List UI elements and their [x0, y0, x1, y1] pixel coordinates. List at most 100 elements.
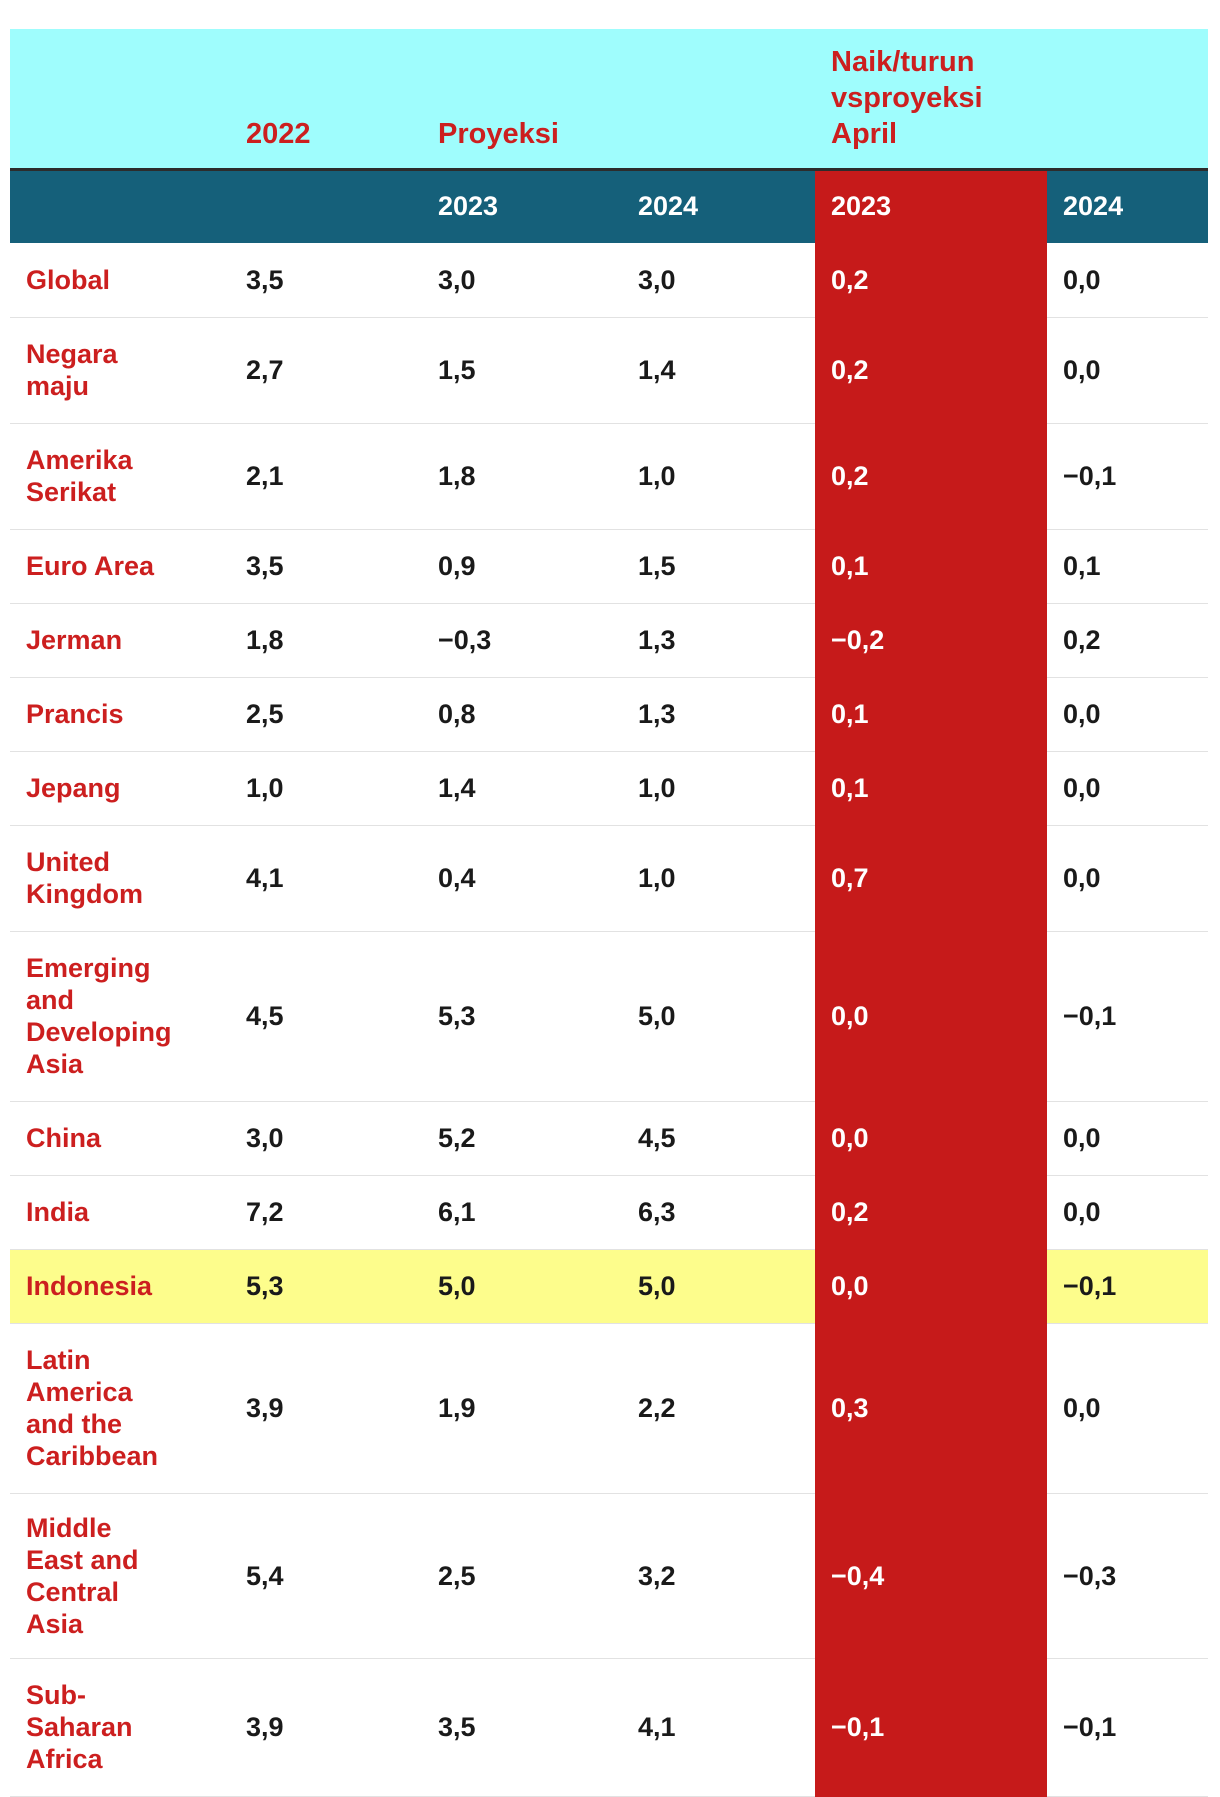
- header-projection: Proyeksi: [422, 29, 816, 169]
- region-name-text: Emerging and Developing Asia: [26, 953, 172, 1079]
- change-2023: −0,1: [815, 1658, 1048, 1797]
- projection-2023: 5,2: [422, 1101, 622, 1176]
- table-row: Emerging and Developing Asia 4,5 5,3 5,0 0,0…: [10, 931, 1209, 1102]
- region-name-text: Prancis: [26, 699, 124, 729]
- growth-forecast-table: 2022 Proyeksi Naik/turun vsproyeksi Apri…: [10, 29, 1209, 1797]
- region-name: Middle East and Central Asia: [10, 1493, 230, 1659]
- projection-2024: 5,0: [622, 931, 816, 1102]
- table-row: Negara maju 2,7 1,5 1,4 0,2 0,0: [10, 317, 1209, 424]
- change-2023: 0,2: [815, 423, 1048, 530]
- subheader-empty-cell: [10, 167, 230, 243]
- change-2024: 0,0: [1047, 1323, 1209, 1494]
- projection-2024: 4,1: [622, 1658, 816, 1797]
- change-2023: 0,3: [815, 1323, 1048, 1494]
- projection-2024: 1,0: [622, 423, 816, 530]
- region-name: Global: [10, 243, 230, 318]
- region-name: Latin America and the Caribbean: [10, 1323, 230, 1494]
- projection-2023: −0,3: [422, 603, 622, 678]
- change-2024: 0,1: [1047, 529, 1209, 604]
- subheader-change-2023: 2023: [815, 167, 1048, 243]
- change-2023: −0,2: [815, 603, 1048, 678]
- value-2022: 1,0: [230, 751, 422, 826]
- value-2022: 3,5: [230, 243, 422, 318]
- projection-2024: 1,3: [622, 677, 816, 752]
- region-name-text: Middle East and Central Asia: [26, 1512, 139, 1639]
- header-change-vs-april: Naik/turun vsproyeksi April: [815, 29, 1209, 169]
- region-name: Prancis: [10, 677, 230, 752]
- projection-2024: 2,2: [622, 1323, 816, 1494]
- projection-2024: 1,0: [622, 825, 816, 932]
- change-2024: 0,0: [1047, 825, 1209, 932]
- projection-2023: 1,5: [422, 317, 622, 424]
- projection-2023: 3,0: [422, 243, 622, 318]
- change-2024: −0,1: [1047, 931, 1209, 1102]
- change-2023: 0,7: [815, 825, 1048, 932]
- projection-2024: 6,3: [622, 1175, 816, 1250]
- projection-2023: 1,4: [422, 751, 622, 826]
- projection-2024: 5,0: [622, 1249, 816, 1324]
- projection-2023: 0,9: [422, 529, 622, 604]
- value-2022: 2,1: [230, 423, 422, 530]
- change-2024: −0,1: [1047, 1249, 1209, 1324]
- change-2024: −0,1: [1047, 1658, 1209, 1797]
- value-2022: 1,8: [230, 603, 422, 678]
- region-name: Euro Area: [10, 529, 230, 604]
- table-row: Sub-Saharan Africa 3,9 3,5 4,1 −0,1 −0,1: [10, 1658, 1209, 1797]
- projection-2023: 5,0: [422, 1249, 622, 1324]
- region-name: Sub-Saharan Africa: [10, 1658, 230, 1797]
- table-row: Prancis 2,5 0,8 1,3 0,1 0,0: [10, 677, 1209, 752]
- region-name-text: Latin America and the Caribbean: [26, 1345, 159, 1471]
- region-name: Negara maju: [10, 317, 230, 424]
- change-2024: −0,1: [1047, 423, 1209, 530]
- projection-2023: 6,1: [422, 1175, 622, 1250]
- projection-2023: 1,8: [422, 423, 622, 530]
- forecast-table-container: 2022 Proyeksi Naik/turun vsproyeksi Apri…: [10, 29, 1209, 1797]
- region-name: United Kingdom: [10, 825, 230, 932]
- projection-2024: 3,0: [622, 243, 816, 318]
- region-name-text: Negara maju: [26, 339, 118, 401]
- header-row: 2022 Proyeksi Naik/turun vsproyeksi Apri…: [10, 29, 1209, 169]
- value-2022: 5,3: [230, 1249, 422, 1324]
- change-2023: 0,0: [815, 1101, 1048, 1176]
- region-name: Jerman: [10, 603, 230, 678]
- change-2023: 0,1: [815, 751, 1048, 826]
- change-2023: 0,0: [815, 1249, 1048, 1324]
- table-row: Middle East and Central Asia 5,4 2,5 3,2 −0,…: [10, 1493, 1209, 1659]
- projection-2023: 0,4: [422, 825, 622, 932]
- subheader-projection-2024: 2024: [622, 167, 816, 243]
- region-name-text: Global: [26, 264, 111, 295]
- change-2023: 0,2: [815, 317, 1048, 424]
- region-name-text: Sub-Saharan Africa: [26, 1680, 133, 1774]
- subheader-change-2024: 2024: [1047, 167, 1209, 243]
- change-2023: 0,2: [815, 1175, 1048, 1250]
- projection-2024: 1,4: [622, 317, 816, 424]
- region-name: Indonesia: [10, 1249, 230, 1324]
- region-name-text: Jerman: [26, 625, 123, 655]
- table-row: Latin America and the Caribbean 3,9 1,9 2,2…: [10, 1323, 1209, 1494]
- value-2022: 3,0: [230, 1101, 422, 1176]
- change-2024: 0,0: [1047, 243, 1209, 318]
- table-row: Euro Area 3,5 0,9 1,5 0,1 0,1: [10, 529, 1209, 604]
- projection-2024: 1,0: [622, 751, 816, 826]
- region-name-text: United Kingdom: [26, 847, 143, 909]
- region-name-text: China: [26, 1123, 102, 1153]
- change-2023: 0,2: [815, 243, 1048, 318]
- region-name-text: India: [26, 1197, 90, 1227]
- change-2023: 0,1: [815, 529, 1048, 604]
- region-name-text: Euro Area: [26, 551, 155, 581]
- table-row: China 3,0 5,2 4,5 0,0 0,0: [10, 1101, 1209, 1176]
- table-row: Jepang 1,0 1,4 1,0 0,1 0,0: [10, 751, 1209, 826]
- change-2024: 0,0: [1047, 1175, 1209, 1250]
- region-name-text: Jepang: [26, 773, 121, 803]
- projection-2023: 0,8: [422, 677, 622, 752]
- change-2024: −0,3: [1047, 1493, 1209, 1659]
- change-2023: 0,0: [815, 931, 1048, 1102]
- change-2024: 0,0: [1047, 317, 1209, 424]
- table-row: Amerika Serikat 2,1 1,8 1,0 0,2 −0,1: [10, 423, 1209, 530]
- region-name: Amerika Serikat: [10, 423, 230, 530]
- projection-2024: 1,5: [622, 529, 816, 604]
- change-2023: −0,4: [815, 1493, 1048, 1659]
- value-2022: 2,5: [230, 677, 422, 752]
- change-2023: 0,1: [815, 677, 1048, 752]
- subheader-empty-2022: [230, 167, 422, 243]
